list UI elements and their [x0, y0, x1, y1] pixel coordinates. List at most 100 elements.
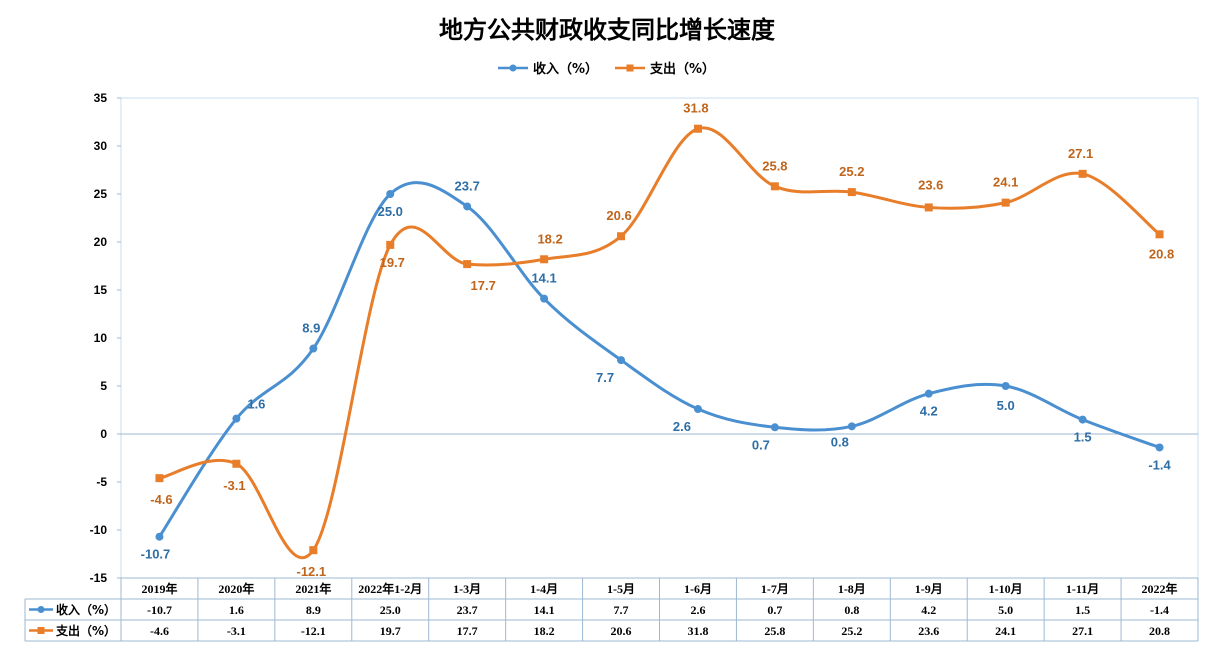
table-cell: 20.6	[611, 624, 632, 638]
data-point	[232, 459, 241, 468]
series-markers	[155, 124, 1164, 555]
data-point	[386, 190, 395, 198]
table-cell: -4.6	[150, 624, 169, 638]
y-tick-label: 20	[94, 235, 108, 249]
data-label: 14.1	[531, 271, 556, 286]
data-label: 20.8	[1149, 246, 1174, 261]
legend: 收入（%） 支出（%）	[498, 61, 715, 77]
table-cell: 25.8	[764, 624, 785, 638]
data-label: -4.6	[150, 492, 172, 507]
data-point	[540, 255, 549, 264]
x-tick-label: 1-7月	[761, 582, 789, 596]
data-point	[617, 356, 626, 365]
table-row-header: 收入（%）	[56, 602, 116, 617]
y-tick-label: 5	[100, 379, 107, 393]
table-cell: 1.5	[1075, 603, 1090, 617]
data-point	[770, 423, 779, 432]
x-tick-label: 1-10月	[989, 582, 1023, 596]
table-row-header: 支出（%）	[55, 623, 116, 638]
x-tick-label: 2019年	[141, 581, 177, 596]
y-tick-label: -5	[96, 475, 107, 489]
data-point	[1001, 382, 1010, 390]
data-labels: -10.7 1.6 8.9 25.0 23.7 14.1 7.7 2.6 0.7 0.8 4.2 5.…	[141, 101, 1175, 579]
data-point	[924, 203, 933, 212]
data-label: 0.7	[752, 437, 770, 452]
series-lines	[158, 126, 1161, 560]
x-tick-label: 1-4月	[530, 582, 558, 596]
data-label: 25.2	[839, 164, 864, 179]
data-label: 1.5	[1074, 430, 1092, 445]
data-label: 20.6	[606, 208, 631, 223]
x-tick-label: 2022年1-2月	[358, 581, 422, 596]
data-point	[1155, 230, 1164, 239]
data-point	[463, 260, 472, 269]
table-cell: 31.8	[687, 624, 708, 638]
table-cell: -3.1	[227, 624, 246, 638]
y-tick-label: 15	[94, 283, 108, 297]
data-label: 7.7	[596, 370, 614, 385]
data-label: 4.2	[920, 404, 938, 419]
data-label: 0.8	[831, 434, 849, 449]
table-cell: 4.2	[921, 603, 936, 617]
x-tick-label: 1-11月	[1066, 582, 1099, 596]
table-cell: -10.7	[147, 603, 172, 617]
y-tick-label: 0	[100, 427, 107, 441]
x-tick-label: 1-6月	[684, 582, 712, 596]
chart-title: 地方公共财政收支同比增长速度	[439, 16, 776, 44]
y-tick-label: 25	[94, 187, 108, 201]
data-label: -10.7	[141, 547, 171, 562]
table-cell: -1.4	[1150, 603, 1169, 617]
table-cell: 23.6	[918, 624, 939, 638]
data-label: 25.8	[762, 158, 787, 173]
data-table: 2019年 2020年 2021年 2022年1-2月 1-3月 1-4月 1-5月 1-6月…	[24, 577, 1199, 642]
x-tick-label: 2022年	[1142, 581, 1178, 596]
data-point	[309, 546, 318, 555]
data-point	[617, 232, 626, 241]
data-point	[232, 414, 241, 423]
data-point	[847, 422, 856, 431]
table-cell: 0.7	[767, 603, 782, 617]
data-label: 19.7	[380, 255, 405, 270]
plot-area	[120, 97, 1199, 579]
data-point	[1078, 415, 1087, 424]
table-cell: 1.6	[229, 603, 244, 617]
table-cell: 23.7	[457, 603, 478, 617]
data-point	[155, 474, 164, 483]
table-cell: 25.0	[380, 603, 401, 617]
series-line-expenditure	[159, 126, 1161, 560]
data-label: 23.6	[918, 177, 943, 192]
data-point	[1155, 443, 1164, 452]
legend-label-income: 收入（%）	[533, 61, 598, 77]
table-cell: 14.1	[534, 603, 555, 617]
data-label: 23.7	[455, 178, 480, 193]
data-label: 5.0	[997, 398, 1015, 413]
data-point	[770, 182, 779, 191]
table-cell: -12.1	[301, 624, 326, 638]
table-cell: 5.0	[998, 603, 1013, 617]
series-line-income	[158, 181, 1161, 538]
data-label: 18.2	[537, 231, 562, 246]
y-tick-label: -15	[90, 571, 108, 585]
x-tick-label: 2020年	[218, 581, 254, 596]
data-label: 24.1	[993, 175, 1018, 190]
x-tick-label: 1-9月	[915, 582, 943, 596]
data-label: -3.1	[223, 478, 245, 493]
data-label: -12.1	[297, 564, 327, 579]
data-point	[847, 188, 856, 197]
table-cell: 2.6	[690, 603, 705, 617]
table-cell: 0.8	[844, 603, 859, 617]
y-axis: -15 -10 -5 0 5 10 15 20 25 30 35	[90, 91, 121, 585]
data-point	[924, 389, 933, 398]
x-tick-label: 1-3月	[453, 582, 481, 596]
x-tick-label: 2021年	[295, 581, 331, 596]
data-label: 8.9	[302, 321, 320, 336]
data-label: 2.6	[673, 419, 691, 434]
data-label: 25.0	[378, 204, 403, 219]
data-label: 27.1	[1068, 146, 1093, 161]
y-tick-label: 10	[94, 331, 108, 345]
data-label: 17.7	[471, 278, 496, 293]
y-tick-label: 35	[94, 91, 108, 105]
x-tick-label: 1-8月	[838, 582, 866, 596]
table-cell: 25.2	[841, 624, 862, 638]
